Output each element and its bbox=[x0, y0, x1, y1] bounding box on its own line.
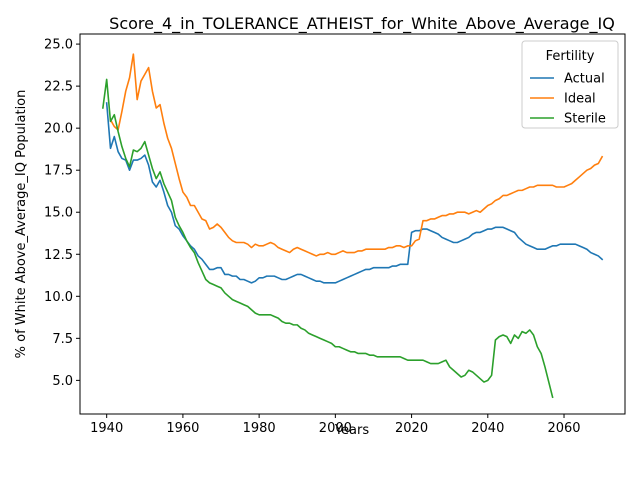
plot-frame bbox=[79, 33, 626, 415]
series-layer bbox=[101, 53, 604, 399]
legend-box bbox=[521, 40, 619, 129]
x-tick-label: 2000 bbox=[319, 421, 352, 436]
chart-title: Score_4_in_TOLERANCE_ATHEIST_for_White_A… bbox=[109, 14, 615, 34]
y-tick-label: 7.5 bbox=[52, 332, 73, 347]
x-axis: 1940 1960 1980 2000 2020 2040 2060 bbox=[90, 414, 581, 436]
series-line-sterile bbox=[101, 78, 554, 399]
y-axis: 5.0 7.5 10.0 12.5 15.0 17.5 20.0 22.5 25.0 bbox=[44, 38, 80, 389]
x-axis-label: Years bbox=[334, 423, 370, 438]
legend-label-actual: Actual bbox=[564, 72, 605, 87]
y-tick-label: 10.0 bbox=[44, 290, 73, 305]
y-tick-label: 25.0 bbox=[44, 38, 73, 53]
x-tick-label: 1960 bbox=[166, 421, 199, 436]
y-tick-label: 22.5 bbox=[44, 80, 73, 95]
y-tick-label: 15.0 bbox=[44, 206, 73, 221]
legend-title: Fertility bbox=[546, 49, 595, 64]
y-tick-label: 5.0 bbox=[52, 374, 73, 389]
x-tick-label: 2060 bbox=[547, 421, 580, 436]
legend-entries: Actual Ideal Sterile bbox=[530, 72, 606, 127]
x-tick-label: 2020 bbox=[395, 421, 428, 436]
y-tick-label: 17.5 bbox=[44, 164, 73, 179]
y-axis-label: % of White Above_Average_IQ Population bbox=[14, 90, 29, 359]
x-tick-label: 2040 bbox=[471, 421, 504, 436]
y-tick-label: 12.5 bbox=[44, 248, 73, 263]
legend-label-sterile: Sterile bbox=[564, 112, 606, 127]
legend: Fertility Actual Ideal Sterile bbox=[521, 40, 619, 129]
series-line-ideal bbox=[109, 53, 604, 257]
legend-label-ideal: Ideal bbox=[564, 92, 596, 107]
x-tick-label: 1980 bbox=[243, 421, 276, 436]
x-tick-label: 1940 bbox=[90, 421, 123, 436]
y-tick-label: 20.0 bbox=[44, 122, 73, 137]
